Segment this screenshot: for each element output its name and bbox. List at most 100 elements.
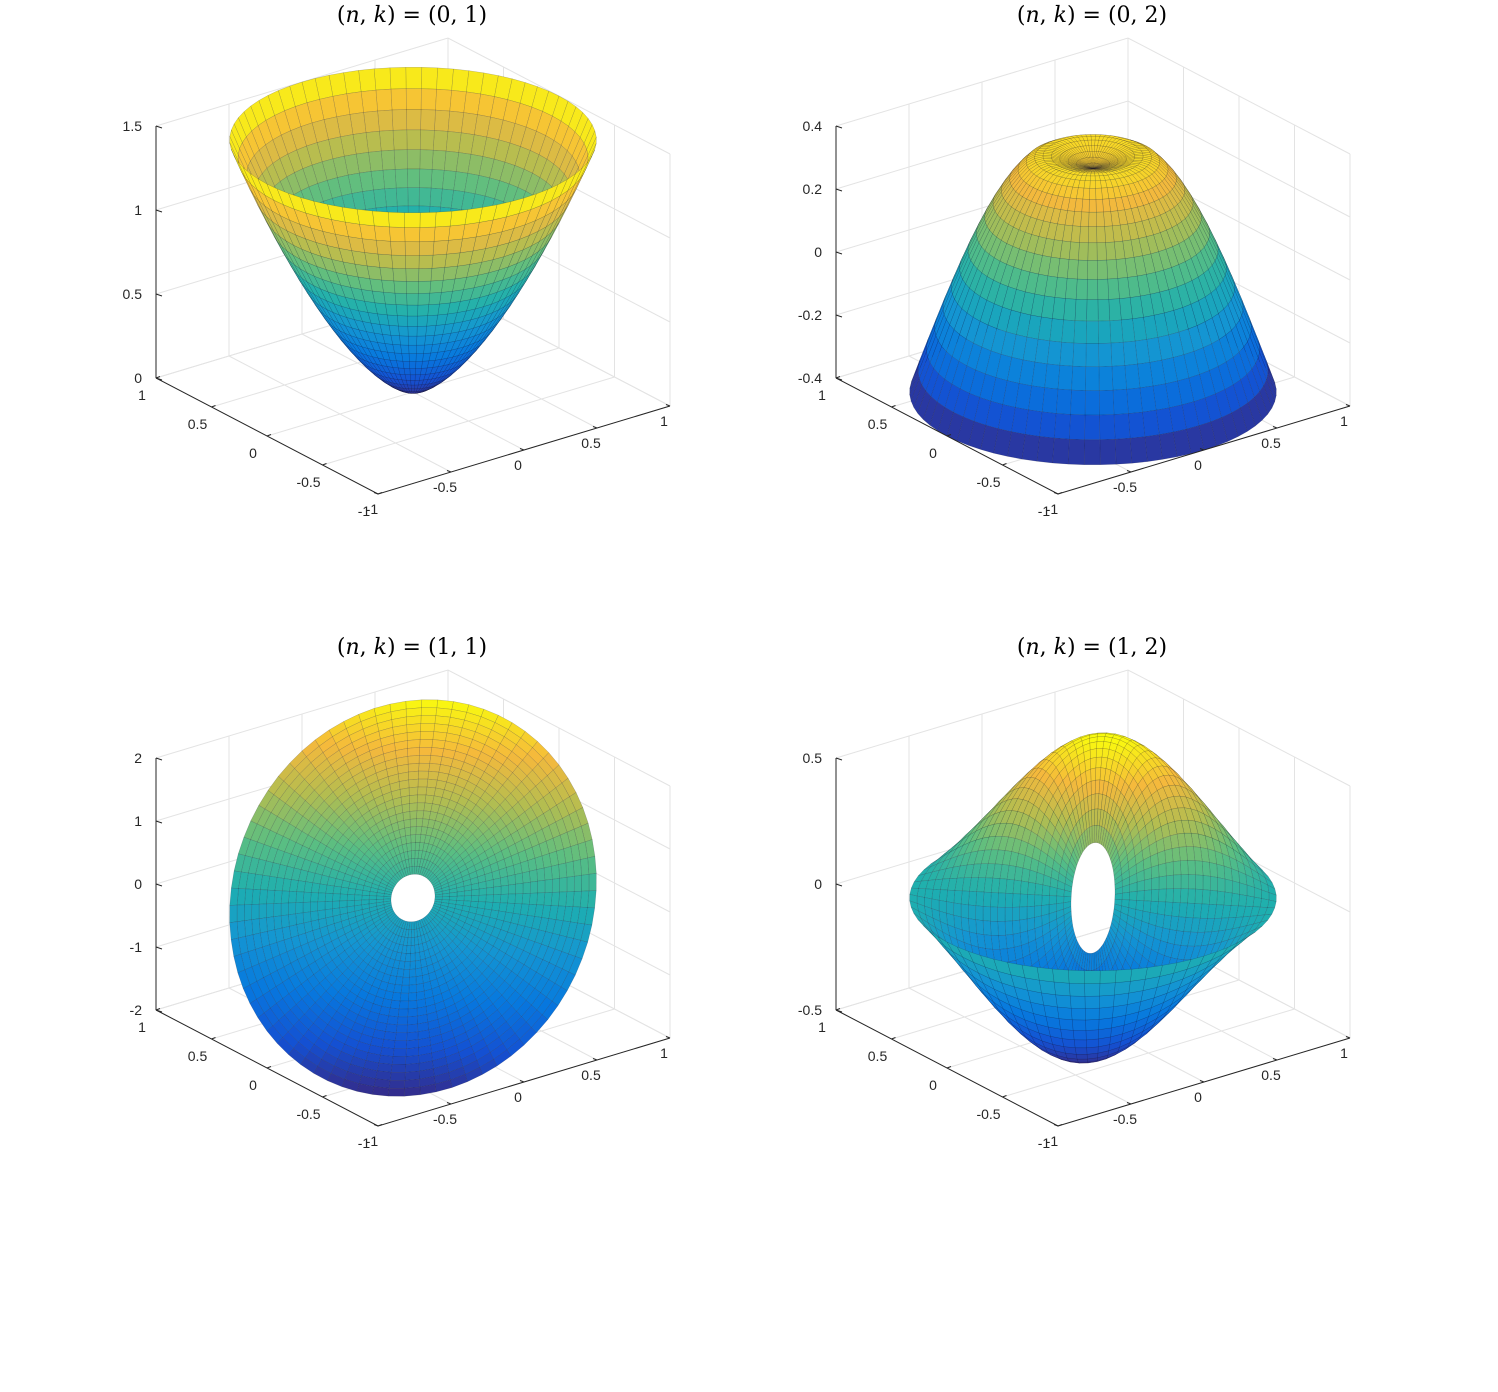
surface-patch (415, 360, 423, 369)
surface-patch (415, 353, 424, 362)
surface-patch (1119, 297, 1133, 321)
surface-patch (280, 890, 290, 904)
surface-patch (404, 1078, 421, 1089)
surface-patch (455, 152, 472, 174)
surface-patch (448, 224, 466, 241)
surface-patch (574, 112, 589, 138)
surface-patch (302, 911, 312, 924)
surface-patch (431, 253, 447, 269)
surface-patch (486, 116, 504, 141)
z-tick-label: -2 (130, 1002, 143, 1018)
z-tick-label: 1 (134, 813, 142, 829)
y-tick-label: -1 (358, 1135, 371, 1151)
surface-patch (375, 88, 393, 112)
surface-patch (403, 212, 421, 228)
surface-patch (1081, 198, 1090, 213)
surface-patch (537, 879, 546, 894)
surface-patch (407, 739, 421, 749)
surface-patch (1075, 278, 1088, 300)
surface-patch (580, 857, 590, 876)
surface-patch (280, 914, 290, 929)
surface-patch (407, 335, 418, 346)
surface-patch (442, 265, 458, 281)
surface-patch (417, 280, 432, 294)
surface-patch (388, 1087, 405, 1097)
surface-patch (405, 1047, 419, 1057)
surface-patch (500, 884, 509, 895)
y-tick-label: -1 (1038, 503, 1051, 519)
surface-patch (434, 109, 451, 132)
surface-patch (410, 380, 416, 386)
surface-patch (587, 856, 597, 875)
surface-patch (394, 168, 409, 189)
surface-patch (581, 874, 590, 892)
surface-patch (356, 209, 375, 227)
surface-patch (405, 255, 420, 269)
surface-patch (432, 240, 449, 256)
surface-patch (229, 904, 238, 923)
surface-patch (1071, 365, 1087, 391)
surface-patch (395, 304, 408, 317)
surface-patch (423, 344, 433, 354)
surface-patch (1085, 343, 1100, 368)
surface-patch (431, 149, 447, 171)
surface-patch (1083, 439, 1101, 465)
surface-patch (408, 984, 417, 994)
surface-patch (404, 241, 420, 256)
surface-patch (381, 279, 396, 294)
x-tick-label: 0 (1194, 457, 1202, 473)
surface-patch (447, 110, 465, 134)
surface (909, 732, 1277, 1064)
surface-patch (376, 895, 385, 900)
surface-patch (1090, 172, 1096, 177)
surface-patch (1072, 211, 1083, 227)
surface-patch (407, 168, 421, 188)
surface-patch (385, 1023, 398, 1033)
surface-patch (1104, 225, 1115, 243)
surface-patch (406, 731, 421, 741)
surface-patch (479, 204, 498, 223)
surface-patch (1113, 413, 1131, 440)
surface-patch (416, 325, 427, 337)
surface-patch (449, 90, 467, 113)
surface-patch (529, 869, 538, 883)
z-tick-label: 2 (134, 750, 142, 766)
surface-patch (397, 1008, 409, 1018)
surface-patch (429, 755, 443, 765)
surface-patch (420, 707, 438, 716)
surface-patch (385, 303, 398, 316)
surface-patch (1099, 439, 1117, 465)
surface-patch (573, 875, 582, 892)
surface-patch (410, 826, 417, 836)
surface-patch (409, 818, 417, 828)
surface-patch (419, 226, 436, 243)
surface-patch (411, 850, 416, 859)
surface-patch (421, 699, 438, 709)
surface-patch (431, 739, 446, 749)
y-tick-label: 0 (249, 445, 257, 461)
surface-patch (456, 890, 465, 897)
surface-patch (391, 992, 402, 1002)
surface-patch (1109, 319, 1124, 344)
surface-patch (559, 173, 576, 197)
surface-patch (433, 225, 451, 242)
surface-patch (390, 999, 401, 1010)
surface-patch (1069, 414, 1086, 441)
surface-patch (1083, 180, 1091, 189)
surface-patch (565, 891, 575, 907)
surface-patch (1088, 211, 1097, 227)
surface-patch (1070, 225, 1081, 243)
surface-patch (390, 1064, 406, 1073)
surface-patch (402, 969, 411, 978)
surface-patch (409, 374, 416, 381)
surface-patch (364, 252, 381, 268)
surface-patch (393, 149, 408, 170)
surface-patch (432, 731, 448, 742)
surface-patch (229, 887, 239, 906)
surface-patch (1122, 340, 1138, 366)
surface-patch (374, 225, 391, 242)
x-tick-label: 0 (514, 457, 522, 473)
surface-patch (414, 944, 420, 954)
surface-patch (558, 862, 568, 879)
surface-patch (280, 902, 289, 917)
